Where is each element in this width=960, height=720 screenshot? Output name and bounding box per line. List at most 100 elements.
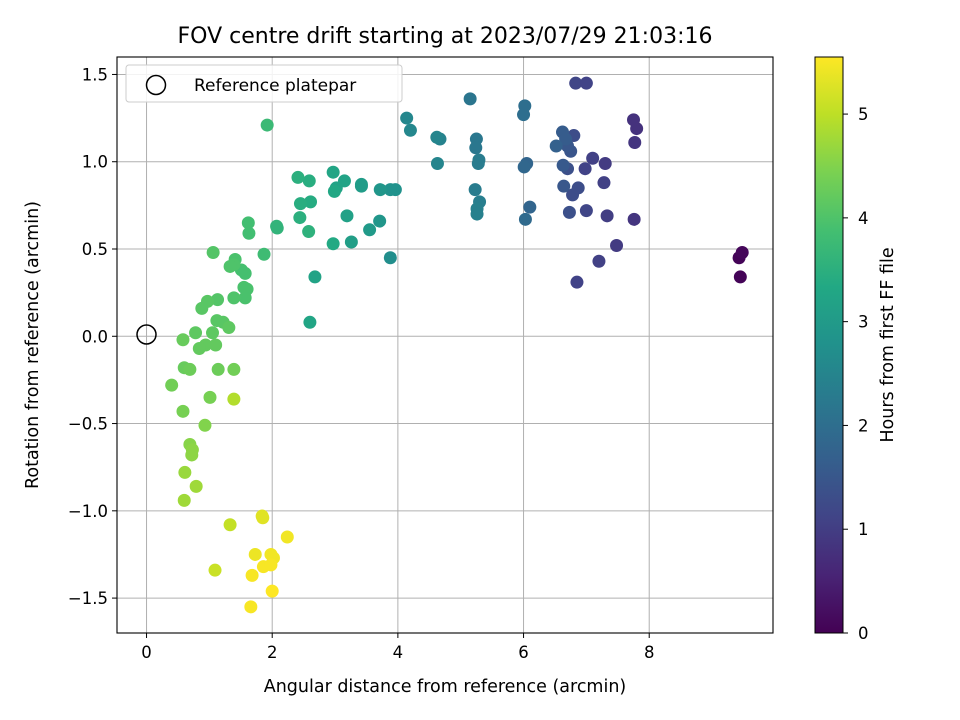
colorbar-tick-label: 5 [858, 105, 869, 124]
scatter-point [400, 112, 413, 125]
y-tick-label: −0.5 [68, 415, 108, 434]
scatter-point [258, 248, 271, 261]
y-tick-label: −1.0 [68, 502, 108, 521]
chart-title: FOV centre drift starting at 2023/07/29 … [178, 24, 713, 49]
legend: Reference platepar [126, 65, 402, 102]
scatter-point [212, 363, 225, 376]
scatter-point [281, 531, 294, 544]
scatter-point [178, 466, 191, 479]
x-tick-label: 0 [141, 643, 152, 662]
scatter-point [557, 159, 570, 172]
scatter-point [601, 209, 614, 222]
scatter-point [592, 255, 605, 268]
colorbar-label: Hours from first FF file [878, 247, 898, 442]
scatter-point [222, 321, 235, 334]
scatter-point [249, 548, 262, 561]
scatter-points [165, 77, 749, 614]
scatter-point [207, 246, 220, 259]
colorbar: 0 1 2 3 4 5 Hours from first FF file [815, 57, 898, 643]
scatter-point [384, 251, 397, 264]
y-tick-label: 1.5 [82, 65, 108, 84]
scatter-point [628, 213, 641, 226]
scatter-point [469, 141, 482, 154]
scatter-point [327, 166, 340, 179]
scatter-point [523, 201, 536, 214]
figure: FOV centre drift starting at 2023/07/29 … [0, 0, 960, 720]
y-tick-label: −1.5 [68, 589, 108, 608]
scatter-point [327, 237, 340, 250]
scatter-point [363, 223, 376, 236]
scatter-point [270, 220, 283, 233]
scatter-point [176, 405, 189, 418]
scatter-point [244, 600, 257, 613]
scatter-point [404, 124, 417, 137]
scatter-point [165, 379, 178, 392]
x-tick-label: 4 [393, 643, 404, 662]
scatter-point [597, 176, 610, 189]
y-axis-label: Rotation from reference (arcmin) [23, 201, 43, 489]
x-tick-label: 8 [644, 643, 655, 662]
scatter-point [431, 157, 444, 170]
colorbar-tick-label: 0 [858, 624, 869, 643]
scatter-point [519, 213, 532, 226]
scatter-point [227, 393, 240, 406]
scatter-point [246, 569, 259, 582]
scatter-point [572, 181, 585, 194]
scatter-point [586, 152, 599, 165]
scatter-point [224, 518, 237, 531]
scatter-point [550, 140, 563, 153]
scatter-point [469, 183, 482, 196]
scatter-point [579, 162, 592, 175]
x-axis-label: Angular distance from reference (arcmin) [264, 677, 627, 697]
scatter-point [189, 326, 202, 339]
scatter-point [471, 208, 484, 221]
scatter-point [256, 511, 269, 524]
scatter-point [203, 391, 216, 404]
scatter-point [264, 558, 277, 571]
scatter-point [355, 180, 368, 193]
scatter-point [517, 108, 530, 121]
scatter-point [580, 204, 593, 217]
scatter-point [198, 419, 211, 432]
legend-entry-reference-platepar: Reference platepar [194, 76, 356, 96]
scatter-point [302, 225, 315, 238]
scatter-point [178, 494, 191, 507]
scatter-point [430, 131, 443, 144]
scatter-point [239, 291, 252, 304]
scatter-point [303, 316, 316, 329]
scatter-point [308, 270, 321, 283]
scatter-point [294, 197, 307, 210]
scatter-point [563, 206, 576, 219]
scatter-point [224, 260, 237, 273]
x-tick-label: 2 [267, 643, 278, 662]
scatter-point [557, 180, 570, 193]
scatter-point [340, 209, 353, 222]
scatter-point [628, 136, 641, 149]
scatter-point [206, 326, 219, 339]
scatter-point [580, 77, 593, 90]
scatter-point [293, 211, 306, 224]
y-tick-label: 0.0 [82, 327, 108, 346]
colorbar-ticks: 0 1 2 3 4 5 [843, 105, 869, 643]
scatter-point [291, 171, 304, 184]
scatter-point [328, 185, 341, 198]
scatter-point [518, 160, 531, 173]
y-tick-label: 1.0 [82, 153, 108, 172]
scatter-point [209, 564, 222, 577]
colorbar-gradient [815, 57, 843, 633]
scatter-point [190, 480, 203, 493]
scatter-point [570, 276, 583, 289]
scatter-point [193, 342, 206, 355]
scatter-point [599, 157, 612, 170]
colorbar-tick-label: 3 [858, 313, 869, 332]
y-tick-label: 0.5 [82, 240, 108, 259]
colorbar-tick-label: 2 [858, 416, 869, 435]
scatter-point [610, 239, 623, 252]
colorbar-tick-label: 4 [858, 209, 869, 228]
colorbar-tick-label: 1 [858, 520, 869, 539]
scatter-point [242, 227, 255, 240]
x-axis-ticks: 0 2 4 6 8 [141, 633, 654, 662]
scatter-point [374, 183, 387, 196]
scatter-point [472, 157, 485, 170]
y-axis-ticks: −1.5 −1.0 −0.5 0.0 0.5 1.0 1.5 [68, 65, 117, 608]
